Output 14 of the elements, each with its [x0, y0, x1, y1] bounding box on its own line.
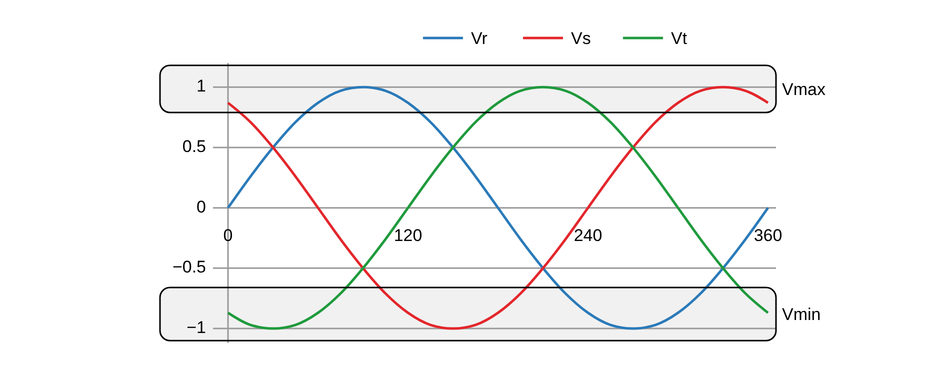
y-tick-label: −1 [186, 318, 206, 337]
x-tick-label: 360 [754, 226, 782, 245]
legend-label: Vs [571, 29, 591, 48]
y-tick-label: 0 [196, 197, 206, 216]
x-tick-label: 240 [574, 226, 602, 245]
y-tick-label: 1 [196, 76, 206, 96]
y-tick-label: −0.5 [172, 258, 206, 277]
y-tick-label: 0.5 [182, 136, 206, 156]
legend-label: Vr [471, 29, 488, 48]
band-label: Vmin [782, 305, 821, 324]
legend-label: Vt [671, 29, 688, 48]
band-label: Vmax [782, 80, 826, 99]
x-tick-label: 120 [394, 226, 422, 245]
x-tick-label: 0 [223, 226, 233, 245]
